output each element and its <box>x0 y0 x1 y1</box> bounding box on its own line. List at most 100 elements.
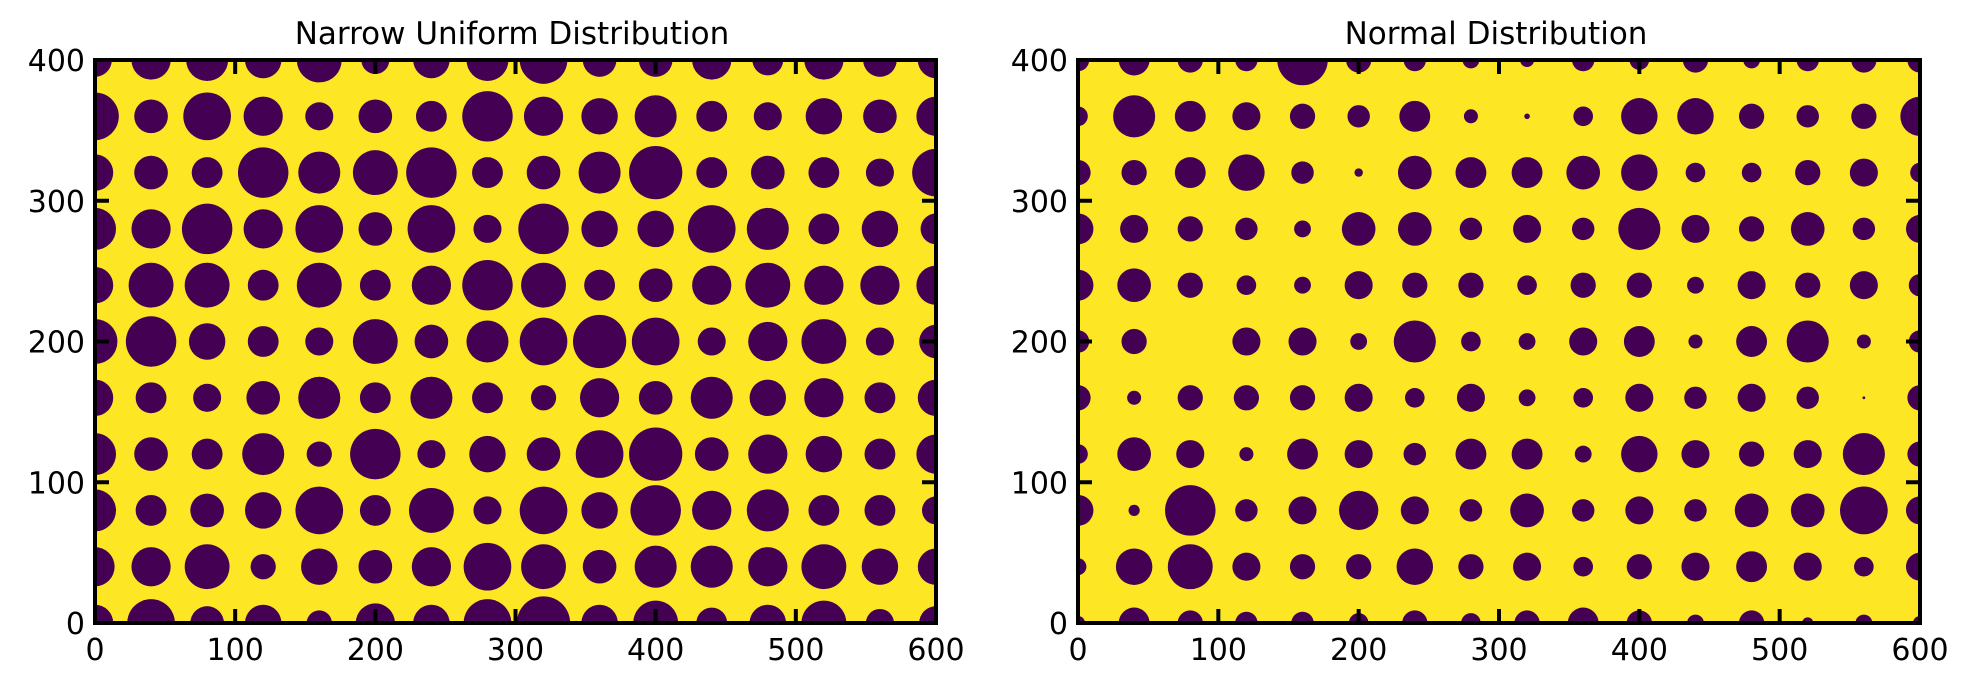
blob <box>805 98 843 135</box>
blob <box>1569 327 1598 356</box>
blob <box>1625 383 1654 412</box>
blob <box>472 382 503 414</box>
blob <box>696 607 728 623</box>
blob <box>748 434 788 474</box>
blob <box>352 319 398 364</box>
blob <box>1232 552 1261 581</box>
blob <box>920 213 936 245</box>
blob <box>135 494 167 526</box>
blob <box>417 440 446 469</box>
blob <box>1288 496 1317 525</box>
blob <box>584 269 616 301</box>
blob <box>581 604 618 623</box>
blob <box>296 262 342 308</box>
blob <box>1235 499 1258 522</box>
blob-grid <box>1078 60 1920 623</box>
blob <box>95 60 112 77</box>
blob <box>1235 611 1258 623</box>
blob <box>358 212 393 246</box>
blob <box>1228 154 1265 191</box>
blob <box>1571 499 1595 522</box>
blob <box>1513 214 1542 243</box>
blob <box>1233 385 1260 411</box>
blob <box>750 155 785 190</box>
blob <box>1236 275 1257 296</box>
y-tick-label: 100 <box>1011 466 1068 501</box>
x-tick-label: 200 <box>1330 633 1387 668</box>
blob <box>1462 60 1480 69</box>
blob <box>1851 60 1877 73</box>
blob <box>1517 275 1537 296</box>
blob <box>1165 485 1216 536</box>
x-tick-label: 100 <box>207 633 264 668</box>
blob <box>1796 105 1819 128</box>
blob <box>1511 438 1543 470</box>
blob <box>1339 490 1379 531</box>
blob <box>1687 276 1704 294</box>
blob <box>519 60 568 84</box>
blob <box>1573 387 1594 408</box>
plot-background <box>95 60 936 623</box>
blob <box>861 548 899 585</box>
blob <box>1840 486 1888 535</box>
blob <box>1907 385 1920 411</box>
blob <box>1790 493 1825 528</box>
blob <box>244 604 282 623</box>
blob <box>1232 327 1261 356</box>
blob <box>864 494 896 526</box>
blob <box>521 544 566 590</box>
blob <box>1078 385 1091 411</box>
plot-area: 0 100 200 300 400 500 600 0 100 200 300 400 <box>28 44 965 668</box>
blob <box>359 494 391 526</box>
blob <box>1849 271 1878 300</box>
blob <box>413 60 450 79</box>
blob <box>1294 220 1311 238</box>
blob <box>1078 213 1094 245</box>
blob <box>519 317 568 366</box>
blob <box>463 542 512 591</box>
blob <box>1459 499 1483 522</box>
axes-frame: 0 100 200 300 400 500 600 0 100 200 300 400 <box>1011 44 1949 668</box>
blob <box>95 266 114 304</box>
blob <box>638 380 673 415</box>
blob <box>1743 60 1761 69</box>
blob <box>582 60 617 77</box>
blob <box>865 608 894 623</box>
blob <box>134 437 168 471</box>
blob <box>1677 98 1714 135</box>
blob <box>95 433 117 476</box>
panel-narrow-uniform: Narrow Uniform Distribution 0 100 200 300 40… <box>28 16 965 668</box>
blob <box>1289 554 1316 580</box>
blob <box>411 265 452 305</box>
blob <box>629 145 683 200</box>
blob <box>692 265 732 305</box>
blob <box>1905 214 1920 243</box>
blob <box>518 203 569 255</box>
blob <box>861 210 899 248</box>
blob <box>863 99 897 134</box>
blob <box>359 382 391 414</box>
blob <box>244 492 282 529</box>
blob <box>352 150 398 196</box>
y-tick-label: 400 <box>28 44 85 79</box>
blob <box>1118 607 1150 623</box>
blob <box>190 606 224 623</box>
blob <box>1907 60 1920 73</box>
blob <box>463 599 512 623</box>
blob <box>917 548 936 585</box>
blob <box>413 604 450 623</box>
blob <box>1618 207 1661 250</box>
blob <box>860 265 900 305</box>
blob <box>530 385 557 411</box>
blob <box>1458 272 1484 298</box>
blob <box>1571 217 1595 241</box>
blob <box>808 157 840 189</box>
blob <box>1078 106 1088 127</box>
blob <box>1118 60 1150 76</box>
blob <box>582 549 617 584</box>
blob <box>473 496 502 525</box>
blob <box>408 487 454 533</box>
blob <box>690 376 733 419</box>
blob <box>1402 610 1428 623</box>
blob <box>131 547 171 587</box>
